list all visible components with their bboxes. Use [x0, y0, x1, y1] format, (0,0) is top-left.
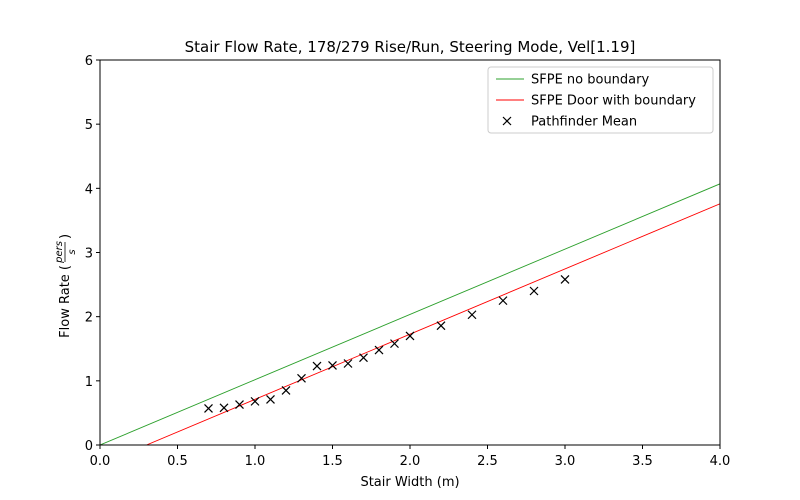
y-axis-unit-denominator: s: [67, 249, 78, 254]
data-point-stroke: [297, 373, 306, 383]
y-axis-label-text: Flow Rate (: [58, 265, 73, 338]
x-tick-label: 1.0: [245, 454, 266, 469]
data-point: [297, 373, 306, 383]
data-point: [343, 359, 353, 368]
data-point: [436, 321, 446, 331]
legend-entry-0: SFPE no boundary: [496, 73, 649, 88]
legend-label: SFPE Door with boundary: [531, 94, 696, 109]
x-tick-label: 2.5: [477, 454, 498, 469]
x-tick-label: 0.0: [90, 454, 111, 469]
data-point-stroke: [281, 386, 291, 395]
chart-title: Stair Flow Rate, 178/279 Rise/Run, Steer…: [185, 38, 636, 56]
data-point: [235, 400, 244, 409]
data-point-stroke: [498, 296, 508, 306]
data-point: [359, 353, 368, 363]
x-tick-label: 3.5: [632, 454, 653, 469]
x-axis-ticks: 0.0 0.5 1.0 1.5 2.0 2.5 3.0 3.5 4.0: [90, 445, 731, 469]
x-axis-label: Stair Width (m): [360, 475, 459, 490]
data-point: [467, 310, 477, 320]
data-point-stroke: [560, 275, 570, 284]
data-point-stroke: [328, 361, 337, 370]
series-line-0: [100, 183, 720, 445]
y-tick-label: 3: [85, 247, 93, 262]
legend-label: Pathfinder Mean: [531, 115, 637, 130]
y-tick-label: 4: [85, 182, 93, 197]
x-tick-label: 4.0: [710, 454, 731, 469]
legend-entry-2: Pathfinder Mean: [502, 115, 637, 130]
x-tick-label: 2.0: [400, 454, 421, 469]
y-axis-label: Flow Rate ( pers s ): [54, 234, 78, 338]
data-point: [204, 404, 213, 413]
data-point: [529, 286, 539, 296]
data-point: [219, 403, 229, 413]
data-point-stroke: [235, 400, 244, 409]
data-point: [498, 296, 508, 306]
legend-box: [487, 66, 714, 134]
data-point-stroke: [266, 395, 275, 404]
data-point-stroke: [219, 403, 229, 413]
data-point-stroke: [405, 331, 415, 341]
legend-entry-1: SFPE Door with boundary: [496, 94, 696, 109]
y-axis-ticks: 0 1 2 3 4 5 6: [85, 54, 100, 454]
data-point-stroke: [390, 339, 399, 349]
series-line-1: [146, 203, 720, 445]
data-point: [266, 395, 275, 404]
data-point: [390, 339, 399, 349]
data-point: [312, 361, 322, 371]
data-point: [328, 361, 337, 370]
data-point: [250, 396, 260, 406]
data-point-stroke: [250, 396, 260, 406]
data-point: [405, 331, 415, 341]
x-tick-label: 1.5: [322, 454, 343, 469]
data-point: [281, 386, 291, 395]
data-point-stroke: [467, 310, 477, 320]
y-tick-label: 2: [85, 311, 93, 326]
data-point-stroke: [436, 321, 446, 331]
x-tick-label: 0.5: [167, 454, 188, 469]
data-point-stroke: [529, 286, 539, 296]
data-point-stroke: [374, 345, 384, 355]
data-point-stroke: [359, 353, 368, 363]
x-tick-label: 3.0: [555, 454, 576, 469]
data-point-stroke: [312, 361, 322, 371]
y-axis-label-close: ): [58, 234, 73, 239]
legend-label: SFPE no boundary: [531, 73, 649, 88]
y-tick-label: 1: [85, 375, 93, 390]
data-point-stroke: [204, 404, 213, 413]
data-point-stroke: [343, 359, 353, 368]
data-layer: [100, 183, 720, 445]
y-tick-label: 5: [85, 118, 93, 133]
y-tick-label: 6: [85, 54, 93, 69]
y-tick-label: 0: [85, 439, 93, 454]
data-point: [560, 275, 570, 284]
y-axis-unit-numerator: pers: [54, 241, 65, 264]
legend-swatch-marker: [502, 116, 512, 126]
data-point: [374, 345, 384, 355]
legend: SFPE no boundary SFPE Door with boundary P…: [487, 66, 714, 134]
